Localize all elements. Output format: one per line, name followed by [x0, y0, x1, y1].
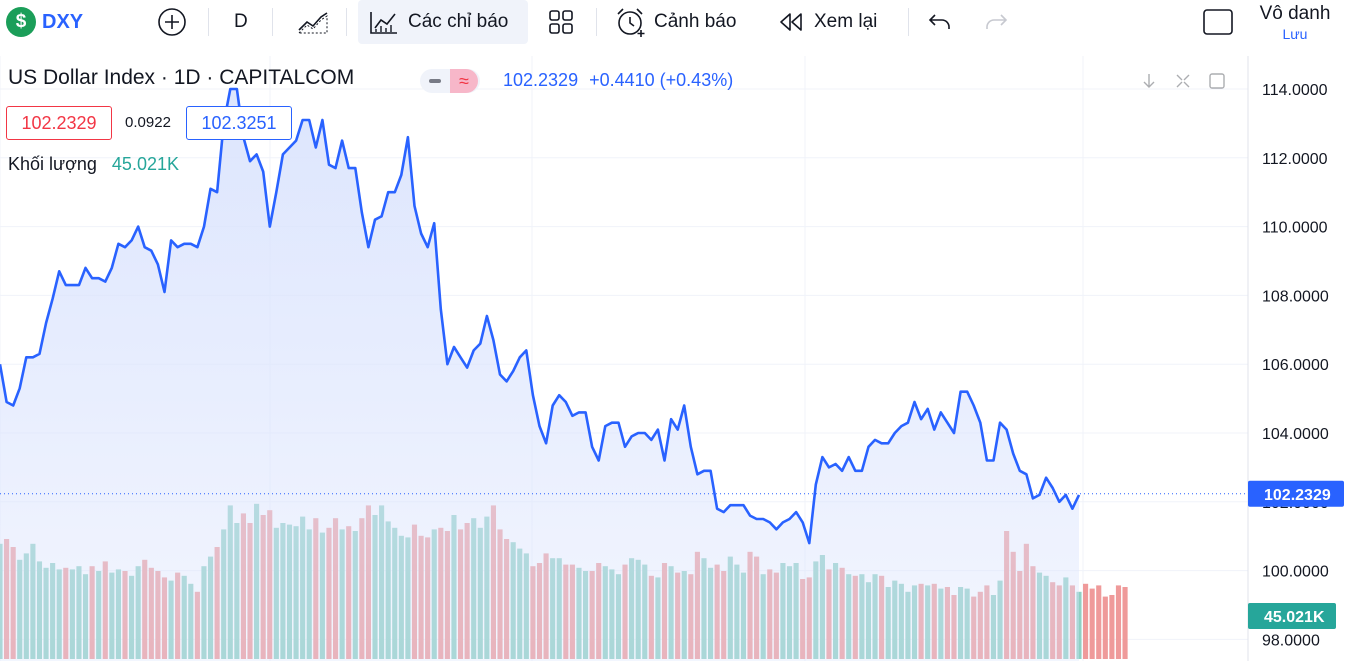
save-layout-button[interactable]: Vô danh Lưu [1250, 3, 1340, 42]
symbol-search-button[interactable]: $ DXY [6, 0, 83, 44]
wave-icon[interactable]: ≈ [450, 69, 478, 93]
volume-value: 45.021K [111, 154, 179, 174]
alerts-button[interactable]: Cảnh báo [614, 0, 736, 44]
layout-name: Vô danh [1259, 3, 1331, 24]
redo-icon [986, 14, 1008, 29]
chart-type-button[interactable] [296, 0, 330, 44]
maximize-icon[interactable] [1208, 72, 1226, 90]
price-axis-label: 112.0000 [1262, 151, 1328, 168]
divider [908, 8, 909, 36]
legend-change: +0.4410 (+0.43%) [589, 70, 734, 90]
compare-button[interactable] [156, 0, 188, 44]
volume-bar [1109, 595, 1115, 659]
indicators-label: Các chỉ báo [408, 11, 509, 32]
indicators-icon [370, 12, 397, 34]
top-toolbar: $ DXY D Các chỉ báo [0, 0, 1349, 44]
buy-price-button[interactable]: 102.3251 [186, 106, 292, 140]
price-axis-label: 106.0000 [1262, 357, 1329, 374]
grid-icon [549, 10, 573, 34]
arrow-down-icon[interactable] [1140, 72, 1158, 90]
price-line [0, 87, 1081, 545]
current-price-tag [1248, 480, 1344, 507]
price-chart[interactable]: 114.0000 112.0000 110.0000 108.0000 106.0000… [0, 56, 1349, 661]
square-icon [1203, 9, 1233, 35]
axis-tags: 102.2329 45.021K [1248, 480, 1344, 629]
current-volume-tag [1248, 603, 1336, 629]
price-axis-label: 114.0000 [1262, 82, 1328, 99]
price-axis-label: 108.0000 [1262, 288, 1329, 305]
volume-legend: Khối lượng 45.021K [8, 154, 179, 175]
volume-label[interactable]: Khối lượng [8, 154, 97, 174]
legend-toggle[interactable]: ≈ [420, 69, 480, 93]
price-axis-label: 110.0000 [1262, 220, 1328, 237]
price-axis-label: 100.0000 [1262, 564, 1329, 581]
symbol-name: DXY [42, 10, 84, 33]
legend-price: 102.2329 [503, 70, 579, 90]
replay-label: Xem lại [814, 11, 878, 32]
volume-bar [1096, 585, 1102, 659]
pane-controls [1140, 72, 1226, 90]
price-axis-label: 98.0000 [1262, 632, 1320, 649]
volume-bar [1102, 596, 1108, 659]
alarm-clock-icon [617, 8, 645, 37]
divider [596, 8, 597, 36]
fullscreen-button[interactable] [1202, 0, 1234, 44]
dollar-icon: $ [6, 7, 36, 37]
divider [272, 8, 273, 36]
undo-button[interactable] [926, 0, 954, 44]
replay-button[interactable]: Xem lại [778, 0, 877, 44]
divider [208, 8, 209, 36]
price-axis-label: 104.0000 [1262, 426, 1329, 443]
save-label: Lưu [1282, 26, 1308, 42]
volume-bar [1089, 588, 1095, 659]
current-price-tag-label: 102.2329 [1264, 487, 1331, 504]
volume-bar [1115, 585, 1122, 659]
series-legend: US Dollar Index · 1D · CAPITALCOM [8, 66, 354, 90]
redo-button[interactable] [982, 0, 1010, 44]
rewind-icon [780, 13, 802, 31]
undo-icon [928, 14, 950, 29]
volume-bar [1083, 583, 1089, 659]
collapse-icon[interactable] [1174, 72, 1192, 90]
sell-price-button[interactable]: 102.2329 [6, 106, 112, 140]
alerts-label: Cảnh báo [654, 11, 737, 32]
minus-icon[interactable] [429, 79, 441, 83]
current-volume-tag-label: 45.021K [1264, 609, 1325, 626]
plus-circle-icon [158, 8, 186, 36]
indicators-button[interactable]: Các chỉ báo [358, 0, 528, 44]
area-chart-icon [297, 12, 328, 34]
legend-values: 102.2329 +0.4410 (+0.43%) [503, 70, 733, 91]
layout-grid-button[interactable] [548, 0, 574, 44]
price-axis[interactable]: 114.0000 112.0000 110.0000 108.0000 106.0000… [1262, 82, 1329, 649]
spread-value: 0.0922 [125, 114, 171, 131]
series-title[interactable]: US Dollar Index · 1D · CAPITALCOM [8, 66, 355, 89]
interval-button[interactable]: D [234, 11, 248, 32]
volume-bar [1122, 587, 1128, 659]
divider [346, 8, 347, 36]
price-area [0, 89, 1079, 661]
